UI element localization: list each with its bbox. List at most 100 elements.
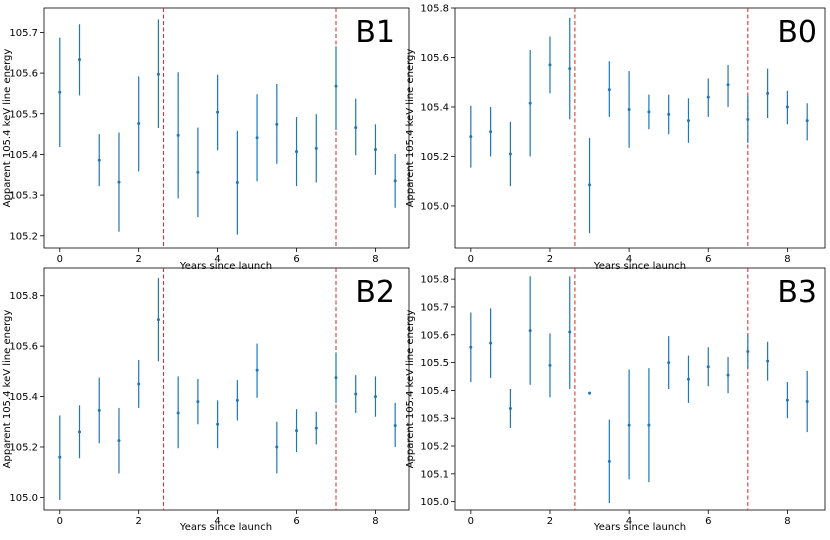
y-tick-label: 105.3 <box>420 414 449 425</box>
data-point <box>726 373 730 377</box>
x-axis-label: Years since launch <box>179 522 272 533</box>
y-axis-label: Apparent 105.4 keV line energy <box>2 310 13 469</box>
data-point <box>216 422 220 426</box>
x-tick-label: 8 <box>784 254 790 265</box>
axes-frame <box>43 267 410 511</box>
x-tick-label: 6 <box>293 516 299 527</box>
y-axis-label: Apparent 105.4 keV line energy <box>405 310 416 469</box>
x-tick-label: 4 <box>214 516 220 527</box>
y-tick-label: 105.5 <box>9 109 38 120</box>
data-point <box>314 426 318 430</box>
axes-frame <box>43 7 410 249</box>
data-point <box>176 411 180 415</box>
x-tick-label: 2 <box>136 516 142 527</box>
y-tick-label: 105.1 <box>420 469 449 480</box>
data-point <box>528 329 532 333</box>
y-tick-label: 105.7 <box>420 302 449 313</box>
y-tick-label: 105.0 <box>9 493 38 504</box>
x-tick-label: 6 <box>705 254 711 265</box>
data-point <box>295 150 299 154</box>
y-tick-label: 105.8 <box>420 4 449 15</box>
data-point <box>137 382 141 386</box>
x-tick-label: 0 <box>468 254 474 265</box>
y-tick-label: 105.8 <box>9 291 38 302</box>
axes-frame <box>454 7 826 249</box>
data-point <box>667 112 671 116</box>
y-tick-label: 105.4 <box>9 392 38 403</box>
y-tick-label: 105.2 <box>9 442 38 453</box>
x-tick-label: 8 <box>784 516 790 527</box>
x-tick-label: 0 <box>57 254 63 265</box>
data-point <box>667 361 671 365</box>
data-point <box>255 368 259 372</box>
y-tick-label: 105.0 <box>420 201 449 212</box>
y-tick-label: 105.8 <box>420 275 449 286</box>
data-point <box>686 119 690 123</box>
data-point <box>156 318 160 322</box>
data-point <box>393 424 397 428</box>
x-tick-label: 2 <box>547 516 553 527</box>
data-point <box>647 423 651 427</box>
y-tick-label: 105.3 <box>9 191 38 202</box>
data-point <box>627 423 631 427</box>
data-point <box>117 180 121 184</box>
data-point <box>58 455 62 459</box>
data-point <box>156 72 160 76</box>
y-tick-label: 105.2 <box>420 152 449 163</box>
data-point <box>588 391 592 395</box>
data-point <box>508 152 512 156</box>
data-point <box>255 136 259 140</box>
y-axis-label: Apparent 105.4 keV line energy <box>2 49 13 208</box>
x-tick-label: 0 <box>57 516 63 527</box>
data-point <box>469 135 473 139</box>
data-point <box>196 400 200 404</box>
data-point <box>314 146 318 150</box>
data-point <box>354 126 358 130</box>
y-tick-label: 105.5 <box>420 358 449 369</box>
data-point <box>235 181 239 185</box>
data-point <box>275 122 279 126</box>
data-point <box>469 345 473 349</box>
data-point <box>746 349 750 353</box>
data-point <box>334 84 338 88</box>
data-point <box>706 95 710 99</box>
data-point <box>588 183 592 187</box>
data-point <box>354 392 358 396</box>
data-point <box>548 363 552 367</box>
data-point <box>686 377 690 381</box>
x-tick-label: 6 <box>293 254 299 265</box>
data-point <box>766 91 770 95</box>
data-point <box>785 105 789 109</box>
x-tick-label: 4 <box>214 254 220 265</box>
panel-b2: 0 2 4 6 8 105.0 105.2 105.4 105.6 105.8 Years sin… <box>2 267 410 533</box>
y-tick-label: 105.2 <box>9 231 38 242</box>
data-point <box>607 459 611 463</box>
x-tick-label: 8 <box>372 254 378 265</box>
data-point <box>627 107 631 111</box>
data-point <box>373 395 377 399</box>
data-point <box>489 341 493 345</box>
data-point <box>235 398 239 402</box>
data-point <box>726 83 730 87</box>
data-point <box>706 365 710 369</box>
y-tick-label: 105.6 <box>420 330 449 341</box>
x-tick-label: 4 <box>626 516 632 527</box>
panel-label: B2 <box>355 275 395 310</box>
panel-label: B1 <box>355 15 395 50</box>
y-tick-label: 105.4 <box>420 386 449 397</box>
x-axis-label: Years since launch <box>179 261 272 272</box>
x-tick-label: 2 <box>547 254 553 265</box>
y-tick-label: 105.4 <box>9 150 38 161</box>
data-point <box>393 179 397 183</box>
data-point <box>58 90 62 94</box>
x-axis-label: Years since launch <box>593 261 686 272</box>
data-point <box>196 170 200 174</box>
panel-b3: 0 2 4 6 8 105.0 105.1 105.2 105.3 105.4 105.5 105.6… <box>405 267 826 533</box>
y-tick-label: 105.0 <box>420 497 449 508</box>
data-point <box>117 439 121 443</box>
x-axis-label: Years since launch <box>593 522 686 533</box>
data-point <box>275 445 279 449</box>
data-point <box>568 330 572 334</box>
y-tick-label: 105.6 <box>9 342 38 353</box>
data-point <box>508 406 512 410</box>
